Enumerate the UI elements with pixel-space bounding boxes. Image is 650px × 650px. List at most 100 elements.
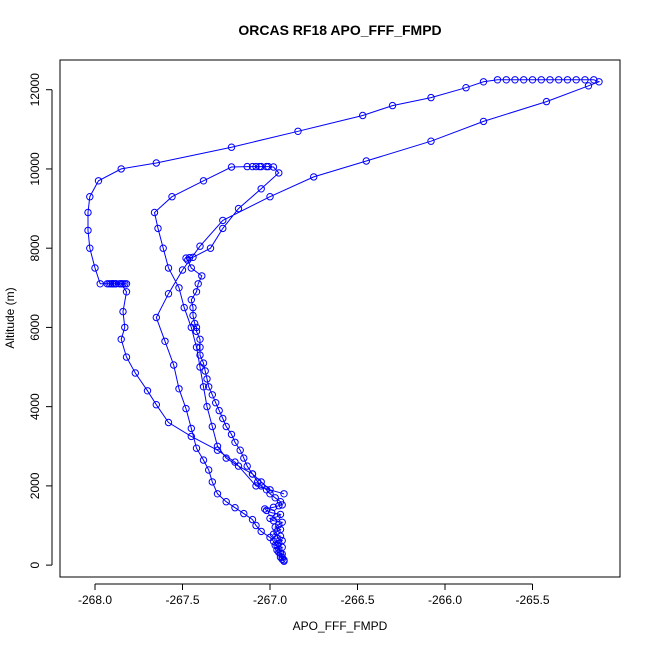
data-point xyxy=(192,343,201,351)
data-point xyxy=(493,76,502,84)
data-point xyxy=(427,93,435,102)
data-point xyxy=(175,385,183,393)
data-point xyxy=(273,527,281,536)
data-point xyxy=(257,185,265,193)
data-point xyxy=(168,193,176,201)
data-point xyxy=(222,454,230,462)
data-point xyxy=(182,404,190,413)
data-point xyxy=(119,307,127,316)
data-point xyxy=(164,418,173,427)
data-point xyxy=(86,244,94,252)
y-tick-label: 8000 xyxy=(28,235,42,262)
data-point xyxy=(196,343,204,351)
y-tick-label: 0 xyxy=(28,561,42,568)
data-point xyxy=(275,502,283,510)
data-point xyxy=(121,323,129,332)
data-point xyxy=(219,216,227,225)
y-axis: 0 2000 4000 6000 8000 10000 12000 xyxy=(28,73,53,568)
data-point xyxy=(215,406,223,415)
data-point xyxy=(479,117,488,126)
data-point xyxy=(150,208,159,217)
data-point xyxy=(86,193,94,201)
data-point xyxy=(84,208,92,217)
data-point xyxy=(243,162,251,171)
data-point xyxy=(180,303,188,312)
data-point xyxy=(362,157,370,165)
data-point xyxy=(222,422,230,431)
data-point xyxy=(537,76,545,84)
data-point xyxy=(192,444,201,452)
data-point xyxy=(427,137,435,145)
data-point xyxy=(182,254,190,262)
data-point xyxy=(252,482,260,490)
data-point xyxy=(143,387,152,395)
data-point xyxy=(112,280,120,288)
data-point xyxy=(196,242,204,250)
data-point xyxy=(187,264,196,272)
plot-frame xyxy=(59,59,621,578)
data-point xyxy=(520,76,528,84)
data-point xyxy=(231,458,239,466)
data-point xyxy=(192,288,201,296)
data-point xyxy=(152,159,161,167)
data-point xyxy=(161,337,169,345)
data-point xyxy=(581,76,589,84)
data-point xyxy=(206,244,215,252)
data-point xyxy=(201,367,209,375)
data-point xyxy=(175,284,183,292)
data-point xyxy=(203,402,211,411)
data-point xyxy=(170,361,178,369)
data-point xyxy=(310,173,318,181)
data-point xyxy=(462,84,470,92)
x-tick-label: -266.5 xyxy=(340,593,374,607)
data-point xyxy=(542,97,551,106)
data-point xyxy=(248,515,257,524)
data-point xyxy=(192,323,201,332)
data-point xyxy=(563,76,572,84)
series-line xyxy=(87,79,601,562)
y-axis-label: Altitude (m) xyxy=(3,287,17,348)
y-tick-label: 4000 xyxy=(28,393,42,420)
data-point xyxy=(584,82,593,90)
y-tick-label: 10000 xyxy=(28,152,42,186)
data-point xyxy=(269,503,278,511)
y-tick-label: 12000 xyxy=(28,73,42,107)
data-point xyxy=(555,76,563,84)
data-point xyxy=(108,280,117,288)
data-point xyxy=(131,369,140,377)
data-point xyxy=(269,163,278,171)
data-point xyxy=(502,76,510,84)
data-point xyxy=(192,327,201,336)
data-point xyxy=(164,290,173,298)
data-point xyxy=(152,401,161,409)
data-point xyxy=(117,335,125,343)
data-point xyxy=(199,177,208,185)
data-point xyxy=(84,226,92,235)
data-point xyxy=(96,280,104,288)
data-point xyxy=(208,478,217,486)
data-point xyxy=(252,162,260,171)
data-point xyxy=(252,521,260,530)
data-point xyxy=(276,498,285,506)
data-point xyxy=(187,424,196,433)
data-point xyxy=(234,204,243,213)
data-point xyxy=(280,556,288,564)
data-point xyxy=(117,280,125,288)
data-point xyxy=(203,375,211,383)
data-point xyxy=(103,280,111,288)
y-tick-label: 2000 xyxy=(28,472,42,499)
data-point xyxy=(236,446,244,454)
data-point xyxy=(189,253,197,261)
data-point xyxy=(199,456,208,464)
data-point xyxy=(528,76,537,84)
data-point xyxy=(219,414,227,423)
data-point xyxy=(266,193,274,201)
data-point xyxy=(185,254,194,262)
data-point xyxy=(213,490,222,498)
data-point xyxy=(262,162,271,171)
data-point xyxy=(257,478,265,486)
y-tick-label: 6000 xyxy=(28,314,42,341)
data-point xyxy=(511,76,519,84)
data-point xyxy=(240,454,248,462)
data-point xyxy=(271,494,279,502)
